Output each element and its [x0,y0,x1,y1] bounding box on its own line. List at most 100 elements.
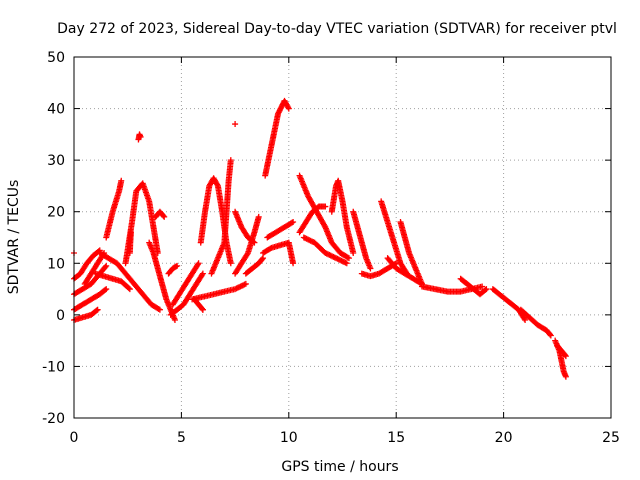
data-point-marker [546,331,553,338]
y-tick-label: 40 [47,102,65,118]
data-point-marker [199,271,206,278]
series-arc-16 [169,260,202,308]
x-tick-label: 15 [387,430,405,446]
x-tick-label: 5 [177,430,186,446]
data-points [71,97,569,380]
series-arc-27 [264,219,297,241]
data-point-marker [227,260,234,267]
series-arc-32 [350,208,374,272]
data-point-marker [244,251,251,258]
data-point-marker [199,270,206,277]
series-arc-31 [328,177,357,256]
data-point-marker [195,260,202,267]
data-point-marker [103,286,110,293]
series-arc-26 [260,239,297,267]
plot-frame [73,56,612,419]
data-point-marker [290,260,297,267]
series-arc-38 [457,275,490,298]
data-point-marker [242,280,249,287]
series-arc-30 [300,234,350,267]
series-arc-07 [96,249,163,313]
data-point-marker [288,219,295,226]
y-tick-labels: -20 -10 0 10 20 30 40 50 [42,50,65,427]
data-point-marker [118,177,125,184]
series-arc-08 [92,270,133,293]
y-tick-label: 50 [47,50,65,66]
series-arc-36 [397,219,425,287]
y-tick-label: 10 [47,256,65,272]
data-point-marker [103,262,110,269]
series-arc-14 [167,270,206,318]
data-point-marker [171,317,178,324]
series-arc-06 [103,177,125,241]
series-arc-10 [135,131,144,143]
data-point-marker [321,222,328,229]
data-point-marker [562,352,569,359]
data-point-marker [102,286,109,293]
data-point-marker [250,238,257,245]
data-point-marker [290,219,297,226]
data-point-marker [156,306,163,313]
data-point-marker [350,249,357,256]
data-point-marker [227,157,234,164]
x-tick-label: 10 [280,430,298,446]
data-point-marker [174,262,181,269]
data-point-marker [125,285,132,292]
series-arc-35 [384,255,425,287]
data-point-marker [562,353,569,360]
data-point-marker [251,239,258,246]
series-arc-15 [165,262,181,277]
data-point-marker [214,181,221,188]
series-arc-12 [152,208,168,220]
data-point-marker [194,261,201,268]
series-arc-11 [122,180,161,267]
x-tick-label: 25 [602,430,620,446]
data-point-marker [232,121,239,128]
data-point-marker [483,286,490,293]
data-point-marker [259,256,266,263]
data-point-marker [155,305,162,312]
data-point-marker [255,213,262,220]
series-arc-23 [232,208,258,246]
series-arc-01 [71,247,103,282]
y-tick-label: -10 [42,359,65,375]
data-point-marker [199,305,206,312]
data-point-marker [479,283,486,290]
series-arc-03 [71,286,110,313]
y-tick-label: 30 [47,153,65,169]
data-point-marker [562,373,569,380]
data-point-marker [260,255,267,262]
data-point-marker [267,245,274,252]
y-tick-label: 0 [56,308,65,324]
series-arc-19 [189,280,249,303]
x-tick-label: 0 [70,430,79,446]
data-point-marker [547,332,554,339]
series-arc-39 [489,286,529,324]
data-point-marker [482,286,489,293]
x-tick-label: 20 [495,430,513,446]
series-arc-42 [554,342,569,360]
axis-ticks [73,56,612,419]
series-arc-21 [232,121,239,128]
chart-title: Day 272 of 2023, Sidereal Day-to-day VTE… [57,21,617,37]
data-point-marker [102,263,109,270]
data-point-marker [522,317,529,324]
data-point-marker [94,306,101,313]
series-arc-28 [296,172,352,262]
series-arc-04 [71,306,101,324]
series-arc-25 [262,97,292,179]
data-point-marker [285,105,292,112]
y-tick-label: -20 [42,411,65,427]
data-point-marker [161,213,168,220]
data-point-marker [345,255,352,262]
data-point-marker [93,307,100,314]
series-arc-29 [296,203,329,236]
data-point-marker [367,265,374,272]
series-arc-44 [199,306,206,313]
series-arc-40 [517,306,554,339]
data-point-marker [322,203,329,210]
y-tick-label: 20 [47,205,65,221]
data-point-marker [344,254,351,261]
data-point-marker [521,315,528,322]
